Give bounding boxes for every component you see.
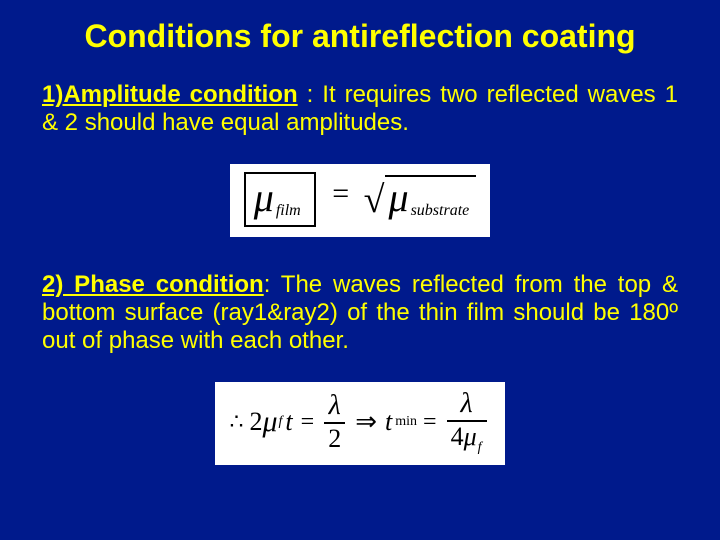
condition-2-heading: 2) Phase condition <box>42 271 264 298</box>
slide: Conditions for antireflection coating 1)… <box>0 0 720 540</box>
formula-2-wrap: ∴ 2 μf t = λ 2 ⇒ tmin = λ 4μf <box>42 382 678 465</box>
condition-1-heading: 1)Amplitude condition <box>42 81 298 108</box>
condition-2: 2) Phase condition: The waves reflected … <box>42 271 678 356</box>
formula-2: ∴ 2 μf t = λ 2 ⇒ tmin = λ 4μf <box>215 382 504 465</box>
formula-1-wrap: μfilm = √ μsubstrate <box>42 164 678 237</box>
condition-1: 1)Amplitude condition : It requires two … <box>42 81 678 138</box>
slide-title: Conditions for antireflection coating <box>42 18 678 55</box>
formula-1: μfilm = √ μsubstrate <box>230 164 491 237</box>
